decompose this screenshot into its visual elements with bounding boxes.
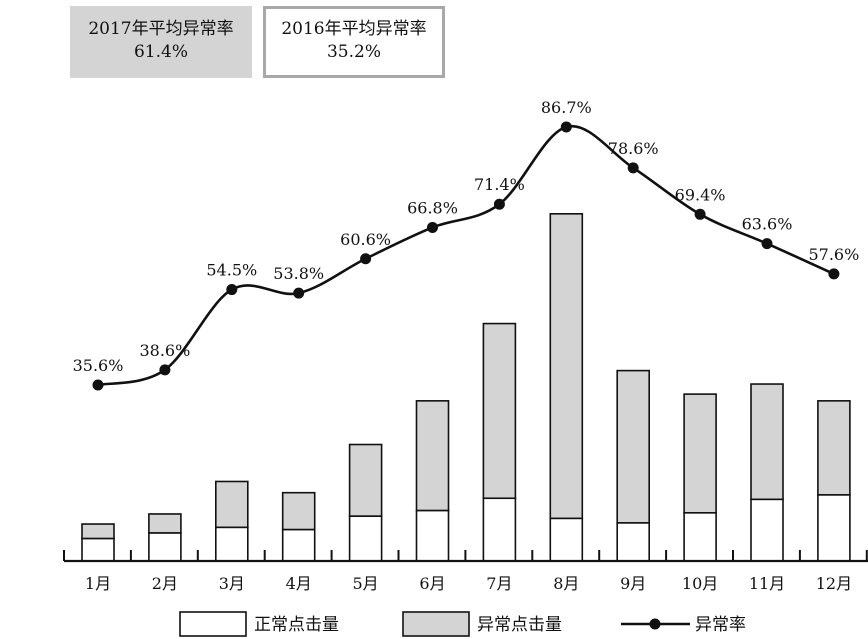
bar-abnormal-10: [683, 393, 717, 514]
rate-point-11: [761, 238, 773, 250]
rate-label-7: 71.4%: [474, 175, 525, 194]
rate-line: [97, 124, 835, 387]
rate-label-12: 57.6%: [808, 245, 859, 264]
bar-abnormal-9: [616, 369, 651, 524]
legend-label-abnormal: 异常点击量: [477, 615, 562, 635]
bar-group: [81, 213, 851, 562]
rate-label-8: 86.7%: [541, 98, 592, 117]
rate-line-group: 35.6% 38.6% 54.5% 53.8% 60.6% 66.8% 71.4% 86.7%…: [73, 98, 859, 391]
summary-box-2016: 2016年平均异常率 35.2%: [263, 6, 445, 78]
rate-point-1: [92, 379, 104, 391]
bar-normal-12: [817, 494, 851, 562]
bar-normal-10: [683, 512, 717, 562]
rate-label-6: 66.8%: [407, 198, 458, 217]
x-tick-label-11: 11月: [749, 574, 785, 593]
bar-abnormal-2: [148, 513, 182, 534]
bar-normal-2: [148, 532, 182, 562]
x-tick-label-4: 4月: [286, 574, 312, 593]
summary-2017-value: 61.4%: [133, 42, 188, 62]
rate-point-4: [293, 287, 305, 299]
rate-point-8: [560, 121, 572, 133]
bar-abnormal-1: [81, 523, 115, 540]
x-tick-label-10: 10月: [682, 574, 718, 593]
x-tick-label-8: 8月: [553, 574, 579, 593]
bar-normal-7: [482, 497, 517, 562]
x-tick-label-3: 3月: [219, 574, 245, 593]
rate-label-4: 53.8%: [273, 264, 324, 283]
rate-label-11: 63.6%: [742, 215, 793, 234]
legend-swatch-normal: [179, 611, 247, 637]
bar-normal-1: [81, 537, 115, 562]
rate-point-10: [694, 208, 706, 220]
legend-swatch-abnormal: [402, 611, 470, 637]
summary-2016-title: 2016年平均异常率: [281, 19, 427, 39]
bar-abnormal-5: [348, 443, 383, 517]
x-tick-label-7: 7月: [486, 574, 512, 593]
legend: 正常点击量 异常点击量 异常率: [179, 611, 746, 637]
rate-point-2: [159, 364, 171, 376]
bar-normal-8: [549, 517, 584, 562]
rate-point-3: [226, 284, 238, 296]
legend-marker-rate: [649, 618, 661, 630]
bar-normal-3: [215, 526, 249, 562]
bar-abnormal-12: [817, 400, 851, 496]
rate-label-10: 69.4%: [675, 185, 726, 204]
bar-abnormal-6: [415, 400, 450, 512]
bar-normal-9: [616, 522, 651, 562]
rate-label-1: 35.6%: [73, 356, 124, 375]
bar-abnormal-4: [281, 491, 316, 531]
bar-normal-6: [415, 509, 450, 562]
bar-abnormal-8: [549, 213, 584, 520]
summary-2016-value: 35.2%: [326, 42, 381, 62]
x-tick-label-2: 2月: [152, 574, 178, 593]
rate-point-5: [360, 253, 372, 265]
rate-label-2: 38.6%: [139, 341, 190, 360]
summary-2017-title: 2017年平均异常率: [88, 19, 234, 39]
rate-point-9: [627, 162, 639, 174]
x-axis: 1月 2月 3月 4月 5月 6月 7月 8月 9月 10月 11月 12月: [63, 550, 868, 593]
legend-label-normal: 正常点击量: [254, 615, 339, 635]
x-tick-label-12: 12月: [816, 574, 852, 593]
x-tick-label-6: 6月: [419, 574, 445, 593]
bar-normal-5: [348, 515, 383, 562]
rate-label-5: 60.6%: [340, 230, 391, 249]
x-tick-label-5: 5月: [353, 574, 379, 593]
x-tick-label-1: 1月: [85, 574, 111, 593]
rate-point-7: [493, 198, 505, 210]
rate-point-6: [427, 221, 438, 233]
bar-normal-11: [750, 498, 784, 562]
bar-normal-4: [281, 528, 316, 562]
rate-point-12: [828, 268, 840, 280]
summary-box-2017: 2017年平均异常率 61.4%: [70, 6, 252, 78]
bar-abnormal-7: [482, 322, 517, 500]
bar-abnormal-3: [215, 480, 249, 529]
bar-abnormal-11: [750, 383, 784, 501]
x-tick-label-9: 9月: [620, 574, 646, 593]
rate-label-9: 78.6%: [608, 139, 659, 158]
rate-label-3: 54.5%: [206, 261, 257, 280]
legend-label-rate: 异常率: [695, 615, 746, 635]
